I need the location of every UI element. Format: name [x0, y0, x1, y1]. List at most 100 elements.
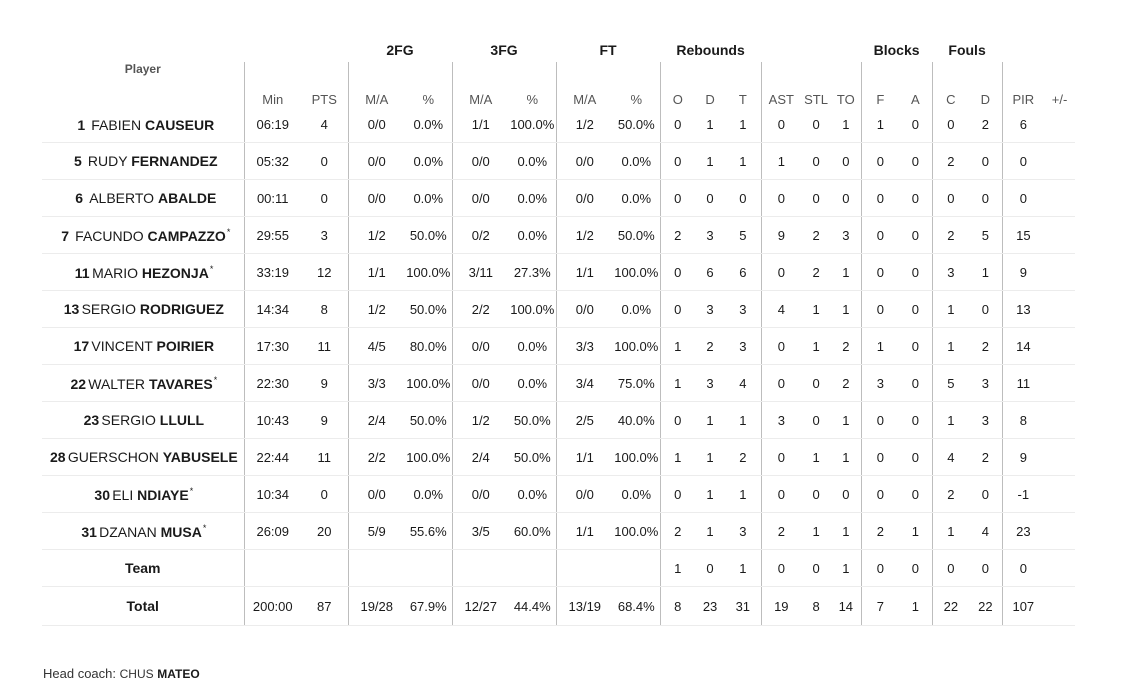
player-row: 17 Vincent POIRIER 17:30 11 4/5 80.0% 0/0 0.0% 3…	[42, 327, 1076, 365]
stat-min: 22:30	[243, 364, 301, 402]
col-reb-d: D	[705, 92, 715, 107]
stat-3fg-pct: 0.0%	[509, 142, 557, 180]
col-to: TO	[836, 92, 855, 107]
stat-2fg-pct: 50.0%	[405, 290, 453, 328]
stat-to: 3	[831, 216, 862, 254]
stat-ft-pct: 40.0%	[613, 401, 661, 439]
player-last-name: CAMPAZZO	[147, 227, 226, 244]
stat-ast: 0	[760, 179, 802, 217]
player-cell: 30 Eli NDIAYE*	[42, 475, 244, 513]
player-number: 23	[83, 412, 100, 428]
col-blk-f: F	[860, 62, 900, 107]
stat-blk-a: 0	[899, 107, 933, 143]
player-number: 17	[73, 338, 90, 354]
stat-reb-o: 2	[659, 512, 696, 550]
player-cell: 13 Sergio RODRIGUEZ	[42, 290, 244, 328]
stat-3fg-ma: 0/0	[451, 364, 510, 402]
stat-ft-pct: 68.4%	[613, 586, 661, 626]
stat-ft-pct: 100.0%	[613, 512, 661, 550]
stat-3fg-ma: 0/0	[451, 142, 510, 180]
column-header-row: Player Min PTS M/A % M/A % M/A % O D T A…	[42, 62, 1075, 107]
stat-plus-minus	[1044, 586, 1076, 626]
col-ft-pct: %	[630, 92, 643, 107]
stat-ft-ma	[555, 549, 614, 587]
stat-foul-c: 0	[931, 107, 970, 143]
stat-reb-o: 0	[659, 253, 696, 291]
stat-pts	[301, 549, 348, 587]
stat-ast: 0	[760, 438, 802, 476]
stat-blk-f: 7	[860, 586, 900, 626]
stat-3fg-pct: 100.0%	[509, 107, 557, 143]
stat-ft-ma: 1/2	[555, 216, 614, 254]
stat-pts: 0	[301, 142, 348, 180]
stat-blk-f: 0	[860, 290, 900, 328]
stat-pir: 0	[1001, 549, 1045, 587]
stat-foul-d: 0	[969, 290, 1003, 328]
stat-stl: 1	[801, 327, 832, 365]
col-ft-ma: M/A	[555, 62, 614, 107]
stat-foul-d: 3	[969, 364, 1003, 402]
player-cell: 6 Alberto ABALDE	[42, 179, 244, 217]
player-first-name: Sergio	[81, 301, 137, 317]
player-row: 22 Walter TAVARES* 22:30 9 3/3 100.0% 0/0 0.0% 3…	[42, 364, 1076, 402]
stat-foul-c: 5	[931, 364, 970, 402]
stat-min: 05:32	[243, 142, 301, 180]
stat-reb-o: 0	[659, 475, 696, 513]
stat-blk-f: 0	[860, 216, 900, 254]
stat-plus-minus	[1044, 512, 1076, 550]
stat-ft-ma: 1/1	[555, 438, 614, 476]
head-coach-last-name: MATEO	[157, 667, 200, 681]
stat-to: 2	[831, 364, 862, 402]
col-player: Player	[124, 62, 161, 76]
stat-to: 0	[831, 475, 862, 513]
stat-foul-d: 3	[969, 401, 1003, 439]
stat-foul-d: 2	[969, 438, 1003, 476]
stat-min: 17:30	[243, 327, 301, 365]
stat-2fg-pct: 100.0%	[405, 438, 453, 476]
stat-pts: 8	[301, 290, 348, 328]
player-row: 31 Dzanan MUSA* 26:09 20 5/9 55.6% 3/5 60.0% 1/1…	[42, 512, 1076, 550]
stat-ast: 2	[760, 512, 802, 550]
stat-2fg-pct: 0.0%	[405, 107, 453, 143]
player-number: 22	[70, 375, 87, 392]
stat-pir: 0	[1001, 142, 1045, 180]
player-last-name: POIRIER	[156, 338, 215, 354]
stat-to: 14	[831, 586, 862, 626]
stat-reb-t: 3	[725, 512, 762, 550]
stat-plus-minus	[1044, 142, 1076, 180]
stat-blk-f: 0	[860, 142, 900, 180]
player-cell: 23 Sergio LLULL	[42, 401, 244, 439]
total-label: Total	[42, 586, 244, 626]
stat-3fg-pct: 0.0%	[509, 364, 557, 402]
stat-blk-a: 0	[899, 327, 933, 365]
col-pts: PTS	[311, 92, 337, 107]
stat-plus-minus	[1044, 179, 1076, 217]
stat-pir: 9	[1001, 253, 1045, 291]
stat-3fg-pct: 50.0%	[509, 438, 557, 476]
player-cell: 22 Walter TAVARES*	[42, 364, 244, 402]
stat-3fg-ma: 1/2	[451, 401, 510, 439]
stat-reb-d: 23	[695, 586, 726, 626]
stat-2fg-pct: 0.0%	[405, 179, 453, 217]
head-coach: Head coach: Chus MATEO	[43, 666, 200, 681]
stat-to: 1	[831, 512, 862, 550]
stat-stl: 0	[801, 142, 832, 180]
stat-reb-o: 1	[659, 438, 696, 476]
stat-to: 1	[831, 549, 862, 587]
player-row: 7 Facundo CAMPAZZO* 29:55 3 1/2 50.0% 0/2 0.0% 1…	[42, 216, 1076, 254]
stat-min	[243, 549, 301, 587]
stat-2fg-ma: 0/0	[347, 142, 405, 180]
stat-blk-a: 1	[899, 586, 933, 626]
col-foul-c: C	[931, 62, 970, 107]
player-last-name: LLULL	[159, 412, 205, 428]
stat-foul-c: 1	[931, 512, 970, 550]
stat-ft-ma: 13/19	[555, 586, 614, 626]
stat-2fg-pct: 50.0%	[405, 401, 453, 439]
group-rebounds: Rebounds	[676, 42, 745, 58]
player-row: 6 Alberto ABALDE 00:11 0 0/0 0.0% 0/0 0.0% 0/0 0.…	[42, 179, 1076, 217]
stat-2fg-pct: 55.6%	[405, 512, 453, 550]
stat-reb-o: 2	[659, 216, 696, 254]
stat-3fg-ma: 2/4	[451, 438, 510, 476]
stat-reb-d: 3	[695, 290, 726, 328]
player-last-name: CAUSEUR	[144, 116, 215, 133]
